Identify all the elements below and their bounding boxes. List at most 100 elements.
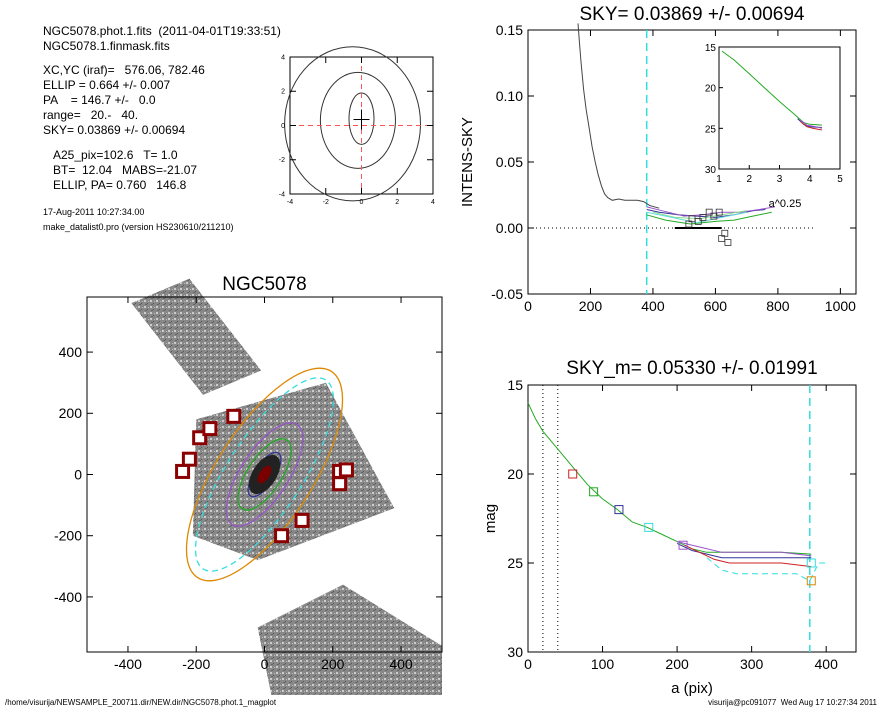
image-xtick-label: 400 <box>389 656 413 672</box>
profile-square-point <box>715 208 723 216</box>
mag-square-point <box>614 505 624 515</box>
info-line9: BT= 12.04 MABS=-21.07 <box>53 163 198 177</box>
contour-ytick-label: -4 <box>279 191 285 198</box>
contour-xtick-label: -4 <box>287 199 293 206</box>
contour-xtick-label: 2 <box>395 199 399 206</box>
inset-xtick-label: 3 <box>777 174 783 185</box>
info-line8: A25_pix=102.6 T= 1.0 <box>53 148 178 162</box>
mask-box <box>181 451 197 467</box>
inset-series-2 <box>800 121 822 131</box>
image-isophote <box>225 422 304 527</box>
profile-xtick-label: 600 <box>704 298 728 314</box>
mag-square-point <box>806 576 816 586</box>
profile-xtick-label: 800 <box>766 298 790 314</box>
image-tile-bottom <box>257 584 442 695</box>
profile-xtick-label: 200 <box>579 298 603 314</box>
image-ytick-label: 200 <box>59 405 83 421</box>
mask-box <box>294 512 310 528</box>
profile-ytick-label: 0.00 <box>496 220 523 236</box>
mag-title: SKY_m= 0.05330 +/- 0.01991 <box>566 358 817 379</box>
mask-box <box>226 408 242 424</box>
contour-line <box>348 92 375 145</box>
mag-ytick-label: 25 <box>507 555 523 571</box>
profile-title: SKY= 0.03869 +/- 0.00694 <box>579 4 804 25</box>
profile-xtick-label: 1000 <box>825 298 856 314</box>
image-ytick-label: 400 <box>59 344 83 360</box>
profile-ytick-label: -0.05 <box>491 286 523 302</box>
image-xtick-label: 0 <box>261 656 269 672</box>
image-tile-top <box>131 278 262 395</box>
inset-ytick-label: 30 <box>705 165 717 176</box>
info-line6: range= 20.- 40. <box>43 108 139 122</box>
info-line4: ELLIP = 0.664 +/- 0.007 <box>43 78 171 92</box>
inset-ytick-label: 15 <box>705 43 717 54</box>
mag-xtick-label: 0 <box>524 656 532 672</box>
info-program: make_datalist0.pro (version HS230610/211… <box>43 222 234 232</box>
info-date: 17-Aug-2011 10:27:34.00 <box>43 207 145 217</box>
mag-square-point <box>568 469 578 479</box>
profile-xtick-label: 0 <box>524 298 532 314</box>
profile-square-point <box>694 217 702 225</box>
image-title: NGC5078 <box>222 274 307 295</box>
inset-xtick-label: 1 <box>716 174 722 185</box>
inset-xtick-label: 4 <box>807 174 813 185</box>
contour-xtick-label: 0 <box>360 199 364 206</box>
profile-ylabel: INTENS-SKY <box>459 117 476 207</box>
inset-ytick-label: 25 <box>705 124 717 135</box>
mag-ytick-label: 20 <box>507 466 523 482</box>
contour-xtick-label: 4 <box>431 199 435 206</box>
mag-xtick-label: 200 <box>665 656 689 672</box>
contour-ytick-label: 0 <box>281 123 285 130</box>
mag-square-point <box>678 540 688 550</box>
profile-xtick-label: 400 <box>641 298 665 314</box>
profile-square-point <box>724 239 732 246</box>
contour-ytick-label: 4 <box>281 54 285 61</box>
image-ytick-label: 0 <box>74 466 82 482</box>
mag-series-4 <box>706 557 827 582</box>
mag-series-2 <box>684 544 812 568</box>
mag-series-1 <box>676 542 812 559</box>
contour-xtick-label: -2 <box>323 199 329 206</box>
profile-series-3 <box>646 211 772 225</box>
profile-ytick-label: 0.05 <box>496 154 523 170</box>
image-xtick-label: 200 <box>321 656 345 672</box>
image-isophote <box>185 367 344 582</box>
profile-square-point <box>699 214 707 221</box>
contour-line <box>284 46 421 202</box>
footer-path: /home/visurija/NEWSAMPLE_200711.dir/NEW.… <box>5 698 277 707</box>
inset-series-3 <box>800 119 823 129</box>
profile-series-5 <box>646 211 747 224</box>
image-xtick-label: -400 <box>114 656 142 672</box>
inset-xtick-label: 2 <box>746 174 752 185</box>
contour-ytick-label: -2 <box>279 157 285 164</box>
profile-square-point <box>710 212 718 220</box>
inset-series-0 <box>721 50 822 126</box>
profile-square-point <box>705 208 713 216</box>
info-line2: NGC5078.1.finmask.fits <box>43 39 170 53</box>
image-isophote <box>194 377 335 572</box>
contour-ytick-label: 2 <box>281 89 285 96</box>
mag-xtick-label: 400 <box>815 656 839 672</box>
mag-series-3 <box>676 541 812 557</box>
mag-frame <box>527 384 857 653</box>
image-ytick-label: -400 <box>54 589 82 605</box>
mag-xlabel: a (pix) <box>671 680 713 697</box>
mag-square-point <box>806 558 816 568</box>
inset-xlabel: a^0.25 <box>769 198 802 210</box>
image-xtick-label: -200 <box>182 656 210 672</box>
image-isophote <box>237 438 292 511</box>
mag-ytick-label: 30 <box>507 644 523 660</box>
mask-box <box>202 421 218 437</box>
info-line10: ELLIP, PA= 0.760 146.8 <box>53 178 187 192</box>
image-ytick-label: -200 <box>54 528 82 544</box>
mag-square-point <box>589 487 599 497</box>
profile-square-point <box>721 229 729 237</box>
mag-xtick-label: 300 <box>740 656 764 672</box>
mag-square-point <box>644 522 654 532</box>
info-line1: NGC5078.phot.1.fits (2011-04-01T19:33:51… <box>43 24 281 38</box>
info-line7: SKY= 0.03869 +/- 0.00694 <box>43 123 186 137</box>
mask-box <box>274 528 290 544</box>
profile-series-0 <box>577 23 660 209</box>
